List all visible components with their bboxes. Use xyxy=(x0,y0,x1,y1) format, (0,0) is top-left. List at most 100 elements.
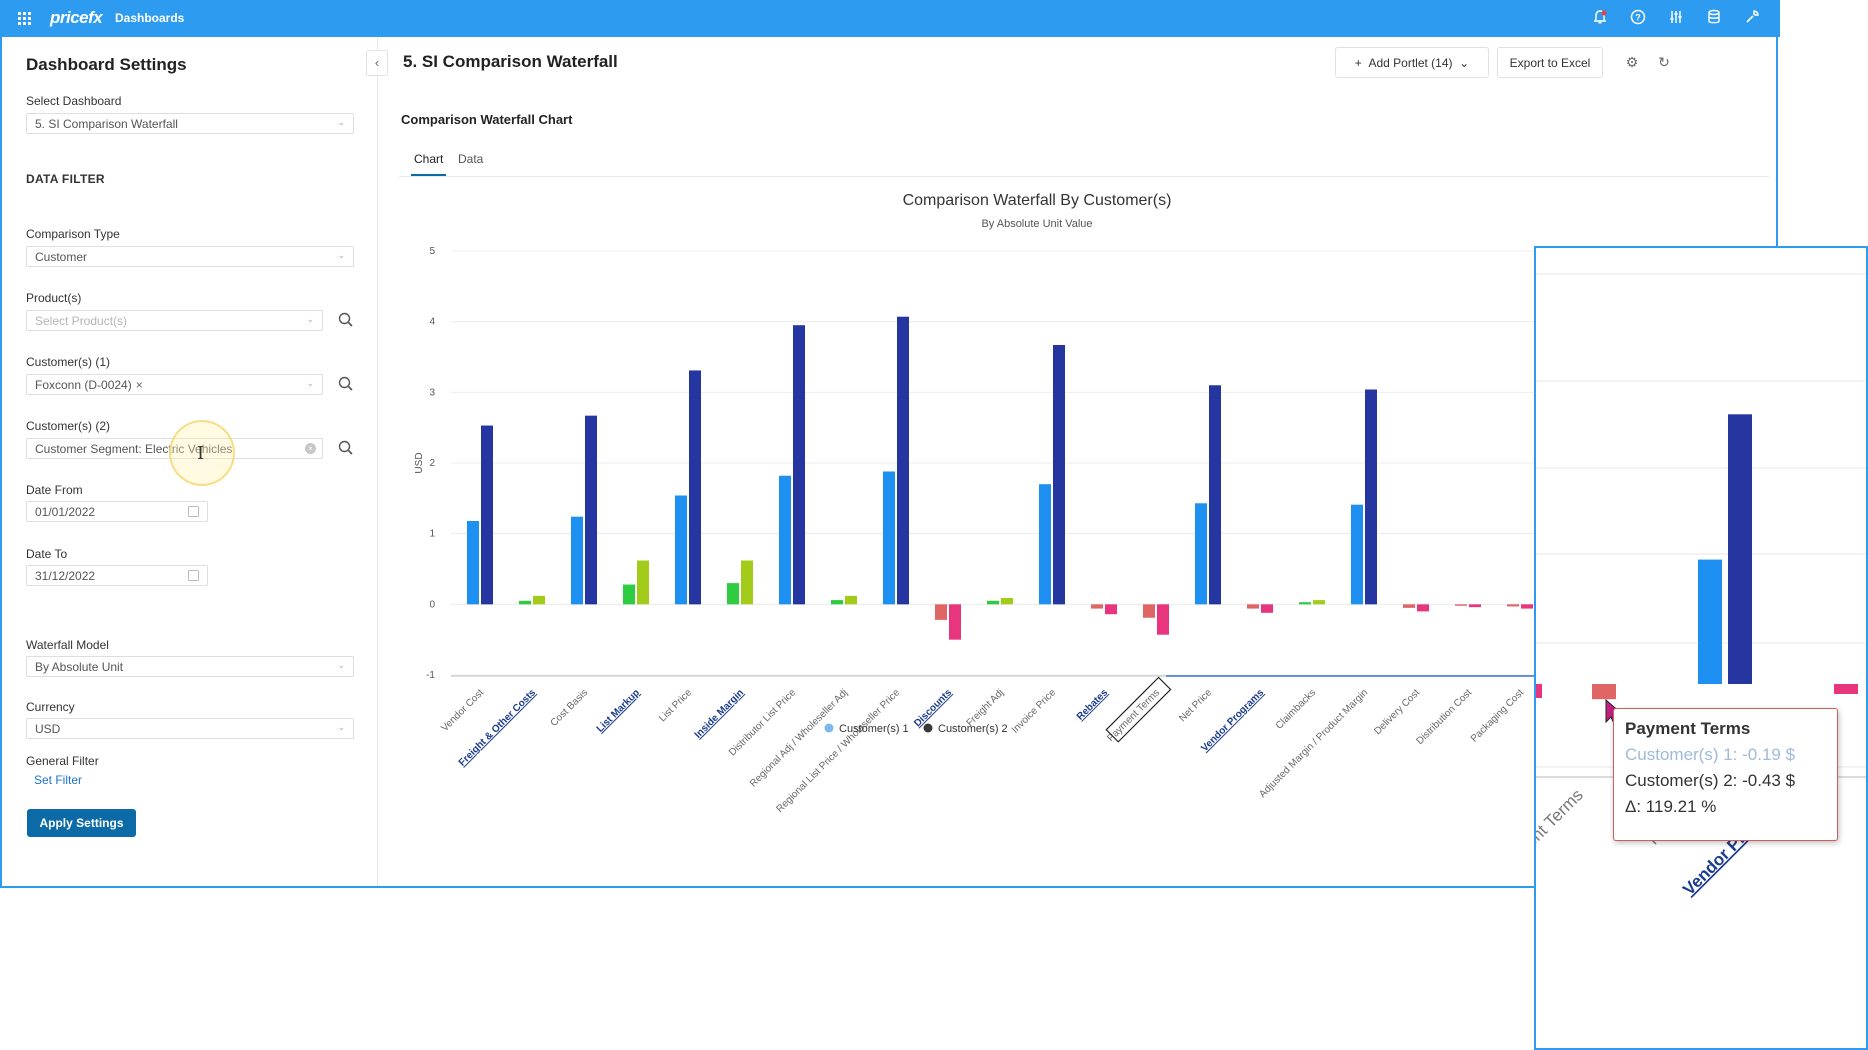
x-tick-label: Distribution Cost xyxy=(1414,687,1474,747)
tab-chart[interactable]: Chart xyxy=(414,152,444,166)
export-to-excel-button[interactable]: Export to Excel xyxy=(1497,47,1603,78)
text-cursor-icon: I xyxy=(197,443,205,464)
y-tick-label: 1 xyxy=(429,529,435,540)
bar-2-19 xyxy=(1469,604,1481,608)
bar-2-0 xyxy=(481,425,493,605)
bar-2-12 xyxy=(1105,604,1117,615)
x-tick-label: Rebates xyxy=(1075,687,1111,723)
gear-icon[interactable]: ⚙ xyxy=(1625,54,1639,70)
chart-tooltip: Payment Terms Customer(s) 1: -0.19 $ Cus… xyxy=(1613,708,1838,841)
x-tick-label: Claimbacks xyxy=(1274,687,1318,731)
y-tick-label: 2 xyxy=(429,458,435,469)
x-tick-label: Payment Terms xyxy=(1105,687,1162,744)
chevron-down-icon: ⌄ xyxy=(337,117,345,127)
bar-1-0 xyxy=(467,520,479,605)
bar-2-1 xyxy=(533,595,545,605)
zoom-bar-customer2-net-price xyxy=(1728,414,1752,684)
refresh-icon[interactable]: ↻ xyxy=(1658,54,1670,70)
date-from-value: 01/01/2022 xyxy=(35,505,96,519)
svg-text:?: ? xyxy=(1635,13,1641,23)
legend-marker xyxy=(923,723,933,733)
zoom-bar-partial-left xyxy=(1536,684,1542,698)
app-grid-icon[interactable] xyxy=(18,12,31,25)
date-to-value: 31/12/2022 xyxy=(35,569,96,583)
y-tick-label: 0 xyxy=(429,599,435,610)
bar-2-3 xyxy=(637,560,649,605)
bar-2-17 xyxy=(1365,389,1377,605)
products-label: Product(s) xyxy=(26,291,82,305)
y-axis-label: USD xyxy=(414,452,425,473)
bar-2-8 xyxy=(897,316,909,605)
data-filter-heading: DATA FILTER xyxy=(26,172,105,186)
select-dashboard-value: 5. SI Comparison Waterfall xyxy=(35,117,178,131)
waterfall-model-dropdown[interactable]: By Absolute Unit ⌄ xyxy=(26,656,354,677)
products-search-icon[interactable] xyxy=(338,312,354,328)
customers1-chip: Foxconn (D-0024) xyxy=(35,378,132,392)
set-filter-link[interactable]: Set Filter xyxy=(34,773,83,787)
zoom-bar-customer1-payment-terms xyxy=(1592,684,1616,700)
chevron-left-icon: ‹ xyxy=(374,55,380,70)
chip-remove-icon[interactable]: × xyxy=(135,378,143,392)
bar-1-3 xyxy=(623,584,635,605)
dashboard-main: 5. SI Comparison Waterfall + Add Portlet… xyxy=(379,37,1778,886)
calendar-icon[interactable] xyxy=(188,506,199,517)
nav-section-title[interactable]: Dashboards xyxy=(115,11,185,25)
pricefx-logo[interactable]: pricefx xyxy=(50,8,103,27)
chart-subtitle: By Absolute Unit Value xyxy=(981,218,1092,230)
bar-2-4 xyxy=(689,370,701,605)
select-dashboard-dropdown[interactable]: 5. SI Comparison Waterfall ⌄ xyxy=(26,113,354,134)
tools-icon[interactable] xyxy=(1744,9,1760,25)
x-tick-label: Vendor Cost xyxy=(439,687,486,734)
currency-label: Currency xyxy=(26,700,75,714)
tooltip-row-customer2: Customer(s) 2: -0.43 $ xyxy=(1625,771,1796,790)
bar-1-15 xyxy=(1247,604,1259,609)
customers1-search-icon[interactable] xyxy=(338,376,354,392)
tab-data[interactable]: Data xyxy=(458,152,484,166)
clear-icon[interactable]: × xyxy=(305,443,316,454)
bar-1-5 xyxy=(727,583,739,605)
tooltip-title: Payment Terms xyxy=(1625,719,1751,738)
add-portlet-button[interactable]: + Add Portlet (14) ⌄ xyxy=(1335,47,1489,78)
date-to-label: Date To xyxy=(26,547,68,561)
collapse-panel-button[interactable]: ‹ xyxy=(366,50,388,76)
bar-2-16 xyxy=(1313,600,1325,605)
bar-1-10 xyxy=(987,600,999,605)
bar-2-15 xyxy=(1261,604,1273,613)
x-tick-label: Cost Basis xyxy=(549,687,591,729)
portlet-title: Comparison Waterfall Chart xyxy=(401,112,573,127)
bar-1-13 xyxy=(1143,604,1155,618)
settings-title: Dashboard Settings xyxy=(26,55,187,74)
help-icon[interactable]: ? xyxy=(1630,9,1646,25)
chart-title: Comparison Waterfall By Customer(s) xyxy=(903,192,1172,209)
selected-category-box xyxy=(1105,676,1172,743)
select-dashboard-label: Select Dashboard xyxy=(26,94,122,108)
waterfall-chart: Comparison Waterfall By Customer(s) By Ab… xyxy=(414,192,1774,815)
currency-dropdown[interactable]: USD ⌄ xyxy=(26,718,354,739)
comparison-type-dropdown[interactable]: Customer ⌄ xyxy=(26,246,354,267)
bar-1-6 xyxy=(779,475,791,605)
x-tick-label: Invoice Price xyxy=(1010,687,1059,736)
products-dropdown[interactable]: Select Product(s) ⌄ xyxy=(26,310,323,331)
x-tick-label: List Markup xyxy=(595,687,642,734)
bar-1-8 xyxy=(883,471,895,605)
currency-value: USD xyxy=(35,722,61,736)
y-tick-label: 3 xyxy=(429,387,435,398)
customers1-dropdown[interactable]: Foxconn (D-0024) × ⌄ xyxy=(26,374,323,395)
date-to-input[interactable]: 31/12/2022 xyxy=(26,565,208,586)
bar-2-14 xyxy=(1209,385,1221,605)
notification-bell-icon[interactable] xyxy=(1592,9,1608,25)
products-placeholder: Select Product(s) xyxy=(35,314,128,328)
date-from-input[interactable]: 01/01/2022 xyxy=(26,501,208,522)
apply-settings-button[interactable]: Apply Settings xyxy=(27,809,136,837)
waterfall-model-value: By Absolute Unit xyxy=(35,660,124,674)
database-icon[interactable] xyxy=(1706,9,1722,25)
click-highlight-ring xyxy=(169,420,235,486)
customers2-search-icon[interactable] xyxy=(338,440,354,456)
x-tick-label: Delivery Cost xyxy=(1372,687,1422,737)
calendar-icon[interactable] xyxy=(188,570,199,581)
tooltip-row-delta: Δ: 119.21 % xyxy=(1625,797,1717,816)
sliders-icon[interactable] xyxy=(1668,9,1684,25)
bar-2-20 xyxy=(1521,604,1533,609)
bar-2-6 xyxy=(793,325,805,605)
